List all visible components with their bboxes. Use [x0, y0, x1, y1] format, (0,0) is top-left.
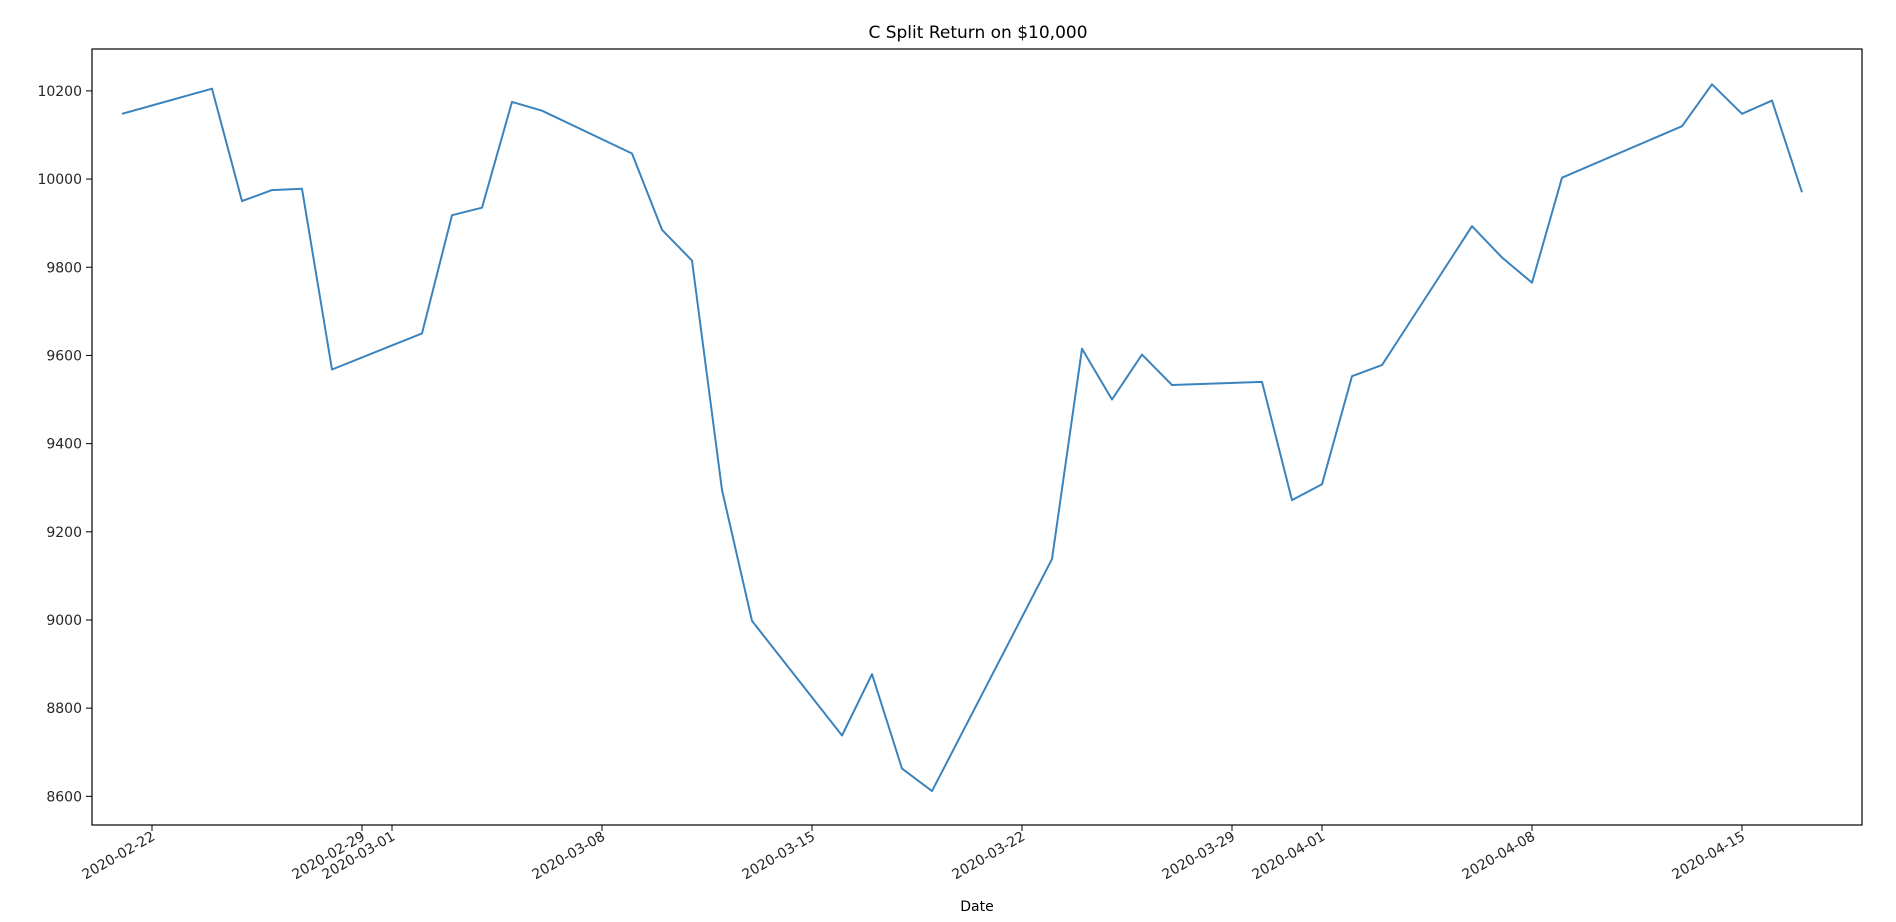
x-tick-label: 2020-02-22	[80, 829, 158, 884]
series-line	[121, 83, 1803, 793]
y-tick-label: 9000	[46, 613, 82, 629]
x-tick-label: 2020-03-08	[530, 829, 608, 884]
x-tick-label: 2020-04-08	[1460, 829, 1538, 884]
x-tick-label: 2020-04-15	[1670, 829, 1748, 884]
y-tick-label: 8600	[46, 789, 82, 805]
y-tick-label: 10000	[37, 172, 82, 188]
chart-title: C Split Return on $10,000	[868, 23, 1087, 43]
y-tick-label: 9800	[46, 260, 82, 276]
plot-frame	[91, 48, 1863, 826]
y-tick-label: 9400	[46, 437, 82, 453]
x-tick-label: 2020-03-29	[1160, 829, 1238, 884]
x-axis-label: Date	[960, 899, 993, 915]
y-tick-label: 9200	[46, 525, 82, 541]
y-tick-label: 9600	[46, 348, 82, 364]
x-tick-label: 2020-03-15	[740, 829, 818, 884]
y-axis: 8600 8800 9000 9200 9400 9600 9800 10000 10200	[37, 84, 92, 805]
y-tick-label: 10200	[37, 84, 82, 100]
y-tick-label: 8800	[46, 701, 82, 717]
x-tick-label: 2020-03-22	[950, 829, 1028, 884]
x-tick-label: 2020-04-01	[1250, 829, 1328, 884]
